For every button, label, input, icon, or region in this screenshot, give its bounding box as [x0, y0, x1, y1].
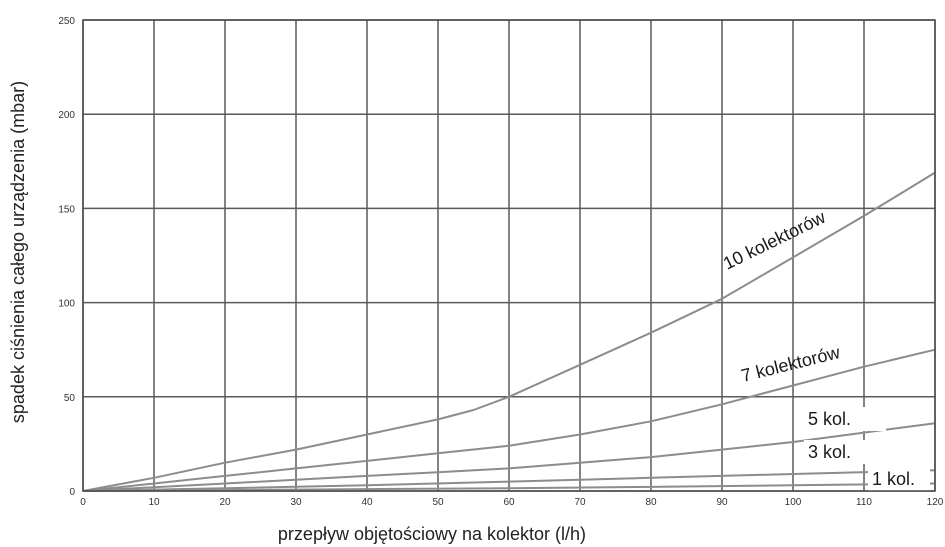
series-label: 10 kolektorów: [720, 206, 829, 273]
y-tick-label: 0: [69, 487, 75, 498]
y-tick-label: 100: [58, 299, 75, 310]
series-line-0: [82, 171, 936, 492]
x-tick-label: 50: [432, 497, 444, 508]
x-tick-label: 0: [80, 497, 86, 508]
series-label-background: [804, 407, 886, 431]
series-label: 3 kol.: [808, 442, 851, 462]
x-tick-label: 80: [645, 497, 657, 508]
series-lines: [82, 171, 936, 492]
x-tick-label: 120: [927, 497, 944, 508]
series-label: 7 kolektorów: [739, 342, 843, 386]
x-tick-label: 10: [148, 497, 160, 508]
y-tick-label: 200: [58, 110, 75, 121]
x-tick-label: 110: [856, 497, 872, 508]
series-line-2: [82, 422, 936, 492]
series-label: 1 kol.: [872, 469, 915, 489]
x-tick-label: 70: [574, 497, 586, 508]
y-tick-label: 250: [58, 16, 75, 27]
x-tick-label: 30: [290, 497, 302, 508]
series-line-4: [82, 482, 936, 492]
x-tick-label: 40: [361, 497, 373, 508]
y-axis-label: spadek ciśnienia całego urządzenia (mbar…: [8, 81, 28, 423]
y-tick-label: 50: [64, 393, 76, 404]
x-tick-label: 60: [503, 497, 515, 508]
series-label-background: [868, 467, 930, 491]
series-label: 5 kol.: [808, 409, 851, 429]
x-tick-label: 20: [219, 497, 231, 508]
y-tick-label: 150: [58, 204, 75, 215]
series-line-3: [82, 469, 936, 492]
x-tick-label: 90: [716, 497, 728, 508]
series-labels: 10 kolektorów 7 kolektorów 5 kol. 3 kol. 1 k…: [720, 206, 930, 491]
x-axis-label: przepływ objętościowy na kolektor (l/h): [278, 524, 586, 544]
series-label-background: [804, 440, 886, 464]
x-tick-label: 100: [785, 497, 802, 508]
plot-frame: [82, 19, 936, 492]
tick-labels: 0 10 20 30 40 50 60 70 80 90 100 110 120 0 50 100 150 200…: [58, 16, 943, 508]
series-line-1: [82, 348, 936, 492]
